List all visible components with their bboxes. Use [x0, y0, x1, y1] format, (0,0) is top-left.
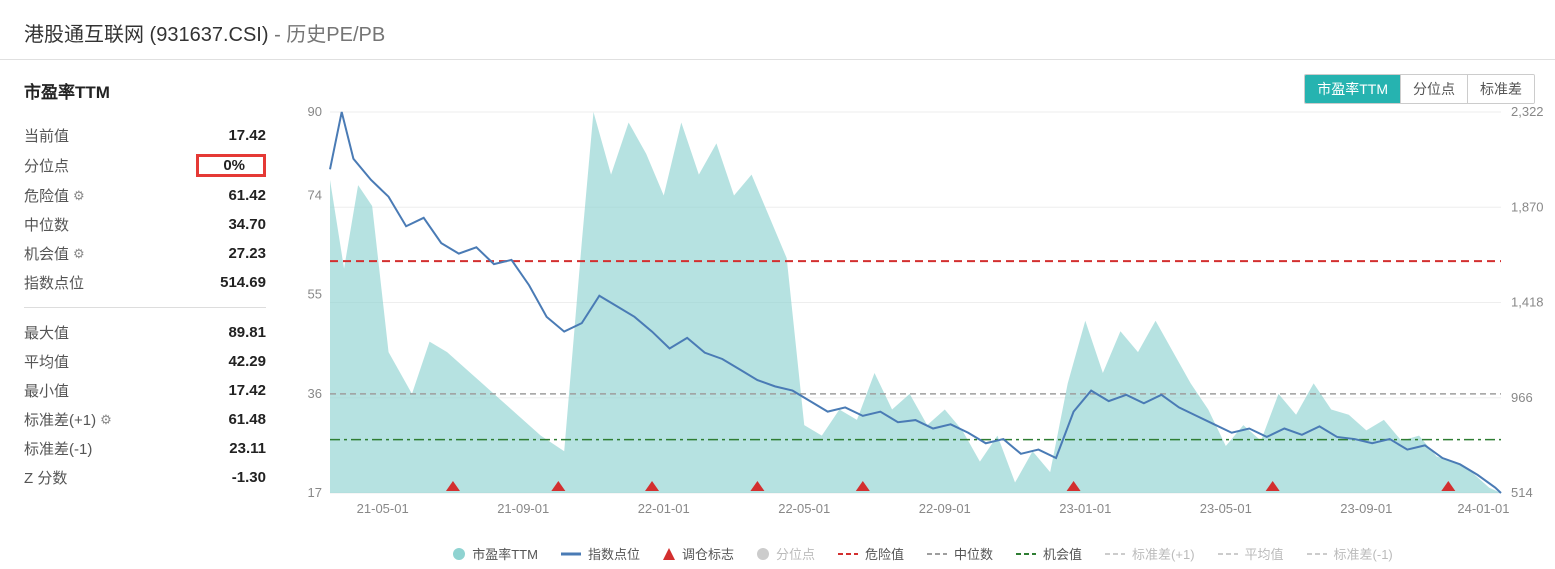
stat-value: 61.48	[228, 411, 266, 428]
left-tick-label: 17	[308, 485, 322, 500]
stat-value: 61.42	[228, 187, 266, 204]
title-sub: - 历史PE/PB	[269, 24, 386, 46]
stat-value: 34.70	[228, 216, 266, 233]
legend-label: 平均值	[1245, 544, 1284, 563]
stat-row: 标准差(+1)⚙ 61.48	[24, 405, 266, 434]
x-tick-label: 22-05-01	[778, 501, 830, 516]
legend-item-sd_plus[interactable]: 标准差(+1)	[1104, 544, 1194, 563]
stat-row: Z 分数 -1.30	[24, 463, 266, 492]
left-tick-label: 36	[308, 386, 322, 401]
legend-label: 机会值	[1043, 544, 1082, 563]
left-tick-label: 55	[308, 287, 322, 302]
stat-label: Z 分数	[24, 467, 67, 488]
tab-标准差[interactable]: 标准差	[1467, 75, 1534, 103]
legend-item-median[interactable]: 中位数	[926, 544, 993, 563]
section-title: 市盈率TTM	[24, 78, 110, 103]
tab-分位点[interactable]: 分位点	[1400, 75, 1467, 103]
x-tick-label: 24-01-01	[1457, 501, 1509, 516]
legend-item-quantile[interactable]: 分位点	[756, 544, 815, 563]
x-tick-label: 23-09-01	[1340, 501, 1392, 516]
stat-row: 中位数 34.70	[24, 210, 266, 239]
legend-label: 标准差(+1)	[1132, 544, 1194, 563]
stats-divider	[24, 307, 266, 308]
stat-value: 17.42	[228, 127, 266, 144]
stat-row: 机会值⚙ 27.23	[24, 239, 266, 268]
stat-value: 42.29	[228, 353, 266, 370]
stat-label: 中位数	[24, 214, 69, 235]
legend-label: 标准差(-1)	[1334, 544, 1393, 563]
right-tick-label: 1,418	[1511, 295, 1544, 310]
gear-icon[interactable]: ⚙	[100, 412, 112, 428]
chart-legend: 市盈率TTM 指数点位 调仓标志 分位点 危险值 中位数 机会值 标准差(+1) 平均值 标准差(…	[290, 544, 1555, 563]
legend-item-danger[interactable]: 危险值	[837, 544, 904, 563]
main-row: 市盈率TTM 当前值17.42分位点0%危险值⚙61.42中位数34.70机会值…	[0, 60, 1555, 569]
x-tick-label: 22-09-01	[919, 501, 971, 516]
legend-label: 指数点位	[588, 544, 640, 563]
right-tick-label: 2,322	[1511, 104, 1544, 119]
gear-icon[interactable]: ⚙	[73, 246, 85, 262]
legend-item-markers[interactable]: 调仓标志	[662, 544, 734, 563]
stat-value: 514.69	[220, 274, 266, 291]
stat-value: 17.42	[228, 382, 266, 399]
stat-label: 指数点位	[24, 272, 84, 293]
stat-row: 最小值 17.42	[24, 376, 266, 405]
title-main: 港股通互联网 (931637.CSI)	[24, 24, 269, 46]
plot-wrap: 17 36 55 74 90 514 966 1,418 1,870 2,322 21-05-01 2…	[290, 104, 1555, 521]
tab-市盈率TTM[interactable]: 市盈率TTM	[1305, 75, 1400, 103]
stat-value: -1.30	[232, 469, 266, 486]
x-tick-label: 21-09-01	[497, 501, 549, 516]
legend-item-pe_area[interactable]: 市盈率TTM	[452, 544, 538, 563]
chart-svg: 17 36 55 74 90 514 966 1,418 1,870 2,322 21-05-01 2…	[290, 104, 1555, 521]
stat-label: 平均值	[24, 351, 69, 372]
right-tick-label: 966	[1511, 390, 1533, 405]
stat-row: 最大值 89.81	[24, 318, 266, 347]
legend-label: 市盈率TTM	[472, 544, 538, 563]
page-header: 港股通互联网 (931637.CSI) - 历史PE/PB	[0, 0, 1555, 60]
stat-label: 最大值	[24, 322, 69, 343]
stat-row: 平均值 42.29	[24, 347, 266, 376]
legend-item-index_line[interactable]: 指数点位	[560, 544, 640, 563]
stats-table-top: 当前值 17.42 分位点 0% 危险值⚙ 61.42 中位数 34.70 机会值⚙ 27.23 指…	[24, 121, 266, 297]
x-tick-label: 23-01-01	[1059, 501, 1111, 516]
stat-label: 机会值⚙	[24, 243, 85, 264]
stat-value: 23.11	[229, 440, 266, 457]
metric-tabs: 市盈率TTM分位点标准差	[1304, 74, 1535, 104]
legend-label: 危险值	[865, 544, 904, 563]
stat-value: 27.23	[228, 245, 266, 262]
legend-label: 调仓标志	[682, 544, 734, 563]
legend-label: 分位点	[776, 544, 815, 563]
page-title: 港股通互联网 (931637.CSI) - 历史PE/PB	[24, 18, 1531, 47]
x-tick-label: 22-01-01	[638, 501, 690, 516]
stats-sidebar: 市盈率TTM 当前值 17.42 分位点 0% 危险值⚙ 61.42 中位数 34.70 机会值…	[0, 60, 290, 569]
chart-area: 市盈率TTM分位点标准差 17365574905149661,4181,8702…	[290, 60, 1555, 569]
stat-row: 分位点 0%	[24, 150, 266, 181]
x-tick-label: 23-05-01	[1200, 501, 1252, 516]
stat-label: 危险值⚙	[24, 185, 85, 206]
stat-row: 指数点位 514.69	[24, 268, 266, 297]
x-tick-label: 21-05-01	[357, 501, 409, 516]
stat-label: 当前值	[24, 125, 69, 146]
stat-row: 危险值⚙ 61.42	[24, 181, 266, 210]
stat-row: 标准差(-1) 23.11	[24, 434, 266, 463]
right-tick-label: 514	[1511, 485, 1533, 500]
stat-label: 标准差(-1)	[24, 438, 92, 459]
legend-item-chance[interactable]: 机会值	[1015, 544, 1082, 563]
stat-row: 当前值 17.42	[24, 121, 266, 150]
stat-label: 分位点	[24, 155, 69, 176]
right-tick-label: 1,870	[1511, 199, 1544, 214]
left-tick-label: 74	[308, 188, 322, 203]
gear-icon[interactable]: ⚙	[73, 188, 85, 204]
legend-label: 中位数	[954, 544, 993, 563]
stats-table-bottom: 最大值89.81平均值42.29最小值17.42标准差(+1)⚙61.48标准差…	[24, 318, 266, 492]
legend-item-sd_minus[interactable]: 标准差(-1)	[1306, 544, 1393, 563]
left-tick-label: 90	[308, 104, 322, 119]
stat-value: 0%	[196, 154, 266, 177]
legend-item-mean[interactable]: 平均值	[1217, 544, 1284, 563]
stat-label: 最小值	[24, 380, 69, 401]
stat-label: 标准差(+1)⚙	[24, 409, 112, 430]
stat-value: 89.81	[228, 324, 266, 341]
